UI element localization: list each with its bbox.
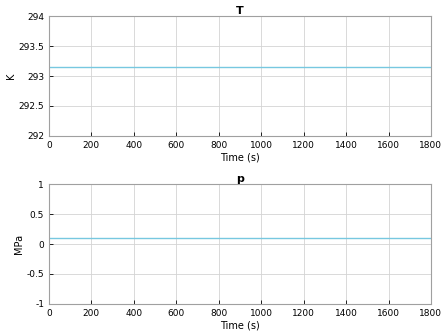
Title: T: T: [236, 6, 244, 15]
Y-axis label: K: K: [5, 73, 16, 79]
X-axis label: Time (s): Time (s): [220, 153, 260, 162]
Y-axis label: MPa: MPa: [14, 234, 24, 254]
Title: p: p: [236, 174, 244, 183]
X-axis label: Time (s): Time (s): [220, 321, 260, 330]
